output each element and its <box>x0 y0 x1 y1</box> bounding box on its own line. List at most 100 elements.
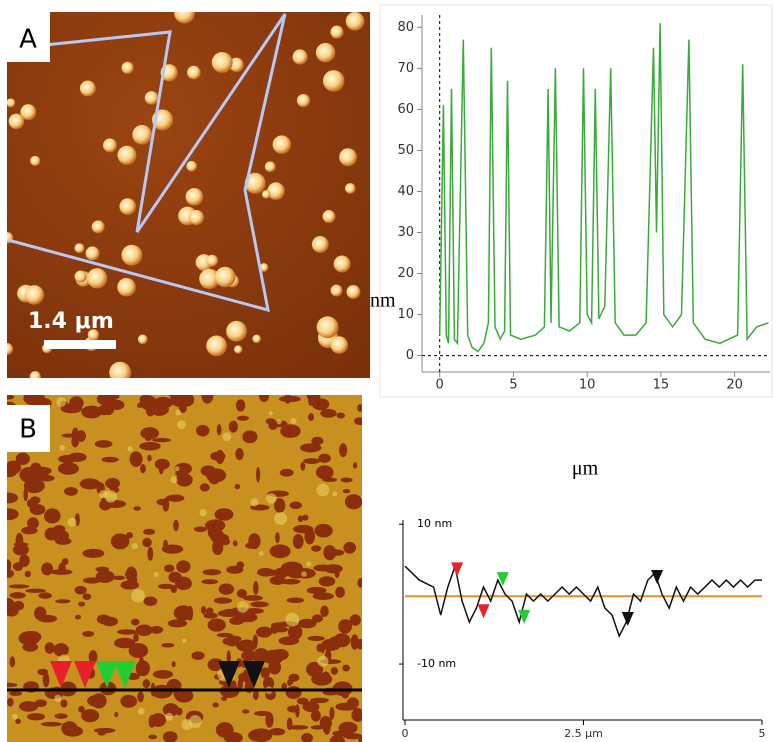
domain <box>196 425 209 437</box>
figure: A 1.4 μm B 0102030405060708005101520nmμm… <box>0 0 773 742</box>
domain <box>320 606 329 617</box>
domain <box>287 718 293 731</box>
domain <box>142 538 151 547</box>
domain <box>235 484 241 489</box>
domain <box>191 651 204 660</box>
domain <box>139 657 145 672</box>
domain <box>174 605 193 620</box>
bright-spot <box>54 695 61 702</box>
domain <box>256 627 272 638</box>
x-tick-label: 0 <box>402 727 409 740</box>
domain <box>259 389 269 402</box>
domain <box>139 442 160 451</box>
domain <box>194 527 207 532</box>
bright-spot <box>154 572 159 577</box>
domain <box>96 570 115 582</box>
bright-spot <box>259 551 264 556</box>
x-tick-label: 20 <box>726 378 743 393</box>
domain <box>62 465 70 471</box>
x-tick-label: 0 <box>436 378 444 393</box>
domain <box>149 715 156 728</box>
particle <box>117 278 136 297</box>
domain <box>321 671 330 684</box>
particle <box>103 138 117 152</box>
domain <box>311 725 324 729</box>
domain <box>25 589 46 593</box>
domain <box>30 463 42 476</box>
particle <box>189 210 204 225</box>
domain <box>253 581 258 595</box>
y-tick-label: 10 nm <box>417 517 452 530</box>
domain <box>237 416 249 421</box>
domain <box>176 473 193 486</box>
domain <box>6 460 21 474</box>
domain <box>72 427 79 440</box>
domain <box>318 454 331 463</box>
domain <box>98 731 106 735</box>
particle <box>186 188 204 206</box>
particle <box>206 255 218 267</box>
scale-bar <box>44 340 116 349</box>
y-tick-label: 0 <box>406 348 414 363</box>
y-tick-label: 70 <box>397 61 414 76</box>
domain <box>312 614 323 622</box>
domain <box>95 567 109 573</box>
bright-spot <box>56 397 66 407</box>
domain <box>311 545 321 551</box>
domain <box>200 483 210 491</box>
domain <box>130 451 143 467</box>
section-marker <box>622 612 634 626</box>
particle <box>75 271 87 283</box>
bright-spot <box>182 638 186 642</box>
domain <box>286 686 302 699</box>
domain <box>238 679 243 690</box>
domain <box>351 708 364 722</box>
domain <box>343 542 356 554</box>
domain <box>342 665 350 672</box>
domain <box>254 711 271 716</box>
section-marker <box>497 572 509 586</box>
bright-spot <box>266 493 277 504</box>
domain <box>298 515 304 522</box>
particle <box>252 335 261 344</box>
domain <box>162 498 169 512</box>
domain <box>321 643 325 653</box>
x-tick-label: 10 <box>579 378 596 393</box>
particle <box>30 156 40 166</box>
domain <box>27 713 45 720</box>
domain <box>323 721 331 735</box>
domain <box>119 535 125 544</box>
particle <box>339 148 357 166</box>
particle <box>122 62 134 74</box>
domain <box>142 679 150 688</box>
domain <box>120 695 137 708</box>
bright-spot <box>68 518 77 527</box>
panel-label: B <box>19 415 37 445</box>
particle <box>297 94 310 107</box>
domain <box>175 577 192 590</box>
domain <box>270 544 291 558</box>
particle <box>1 343 13 355</box>
domain <box>164 564 174 572</box>
domain <box>55 599 70 603</box>
chart-frame <box>380 5 772 397</box>
domain <box>21 527 37 535</box>
domain <box>356 639 365 649</box>
particle <box>25 285 45 305</box>
domain <box>168 619 187 627</box>
domain <box>120 580 139 589</box>
domain <box>230 680 237 696</box>
bright-spot <box>290 418 296 424</box>
bright-spot <box>274 512 287 525</box>
y-tick-label: 30 <box>397 225 414 240</box>
domain <box>125 572 134 577</box>
domain <box>75 615 81 620</box>
domain <box>229 617 244 625</box>
profile-line <box>405 566 762 636</box>
domain <box>357 404 363 412</box>
particle <box>121 245 142 266</box>
domain <box>137 691 144 702</box>
bright-spot <box>177 420 186 429</box>
domain <box>287 705 299 712</box>
domain <box>253 634 258 647</box>
